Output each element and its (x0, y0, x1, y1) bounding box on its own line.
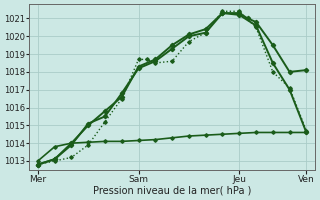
X-axis label: Pression niveau de la mer( hPa ): Pression niveau de la mer( hPa ) (93, 186, 251, 196)
